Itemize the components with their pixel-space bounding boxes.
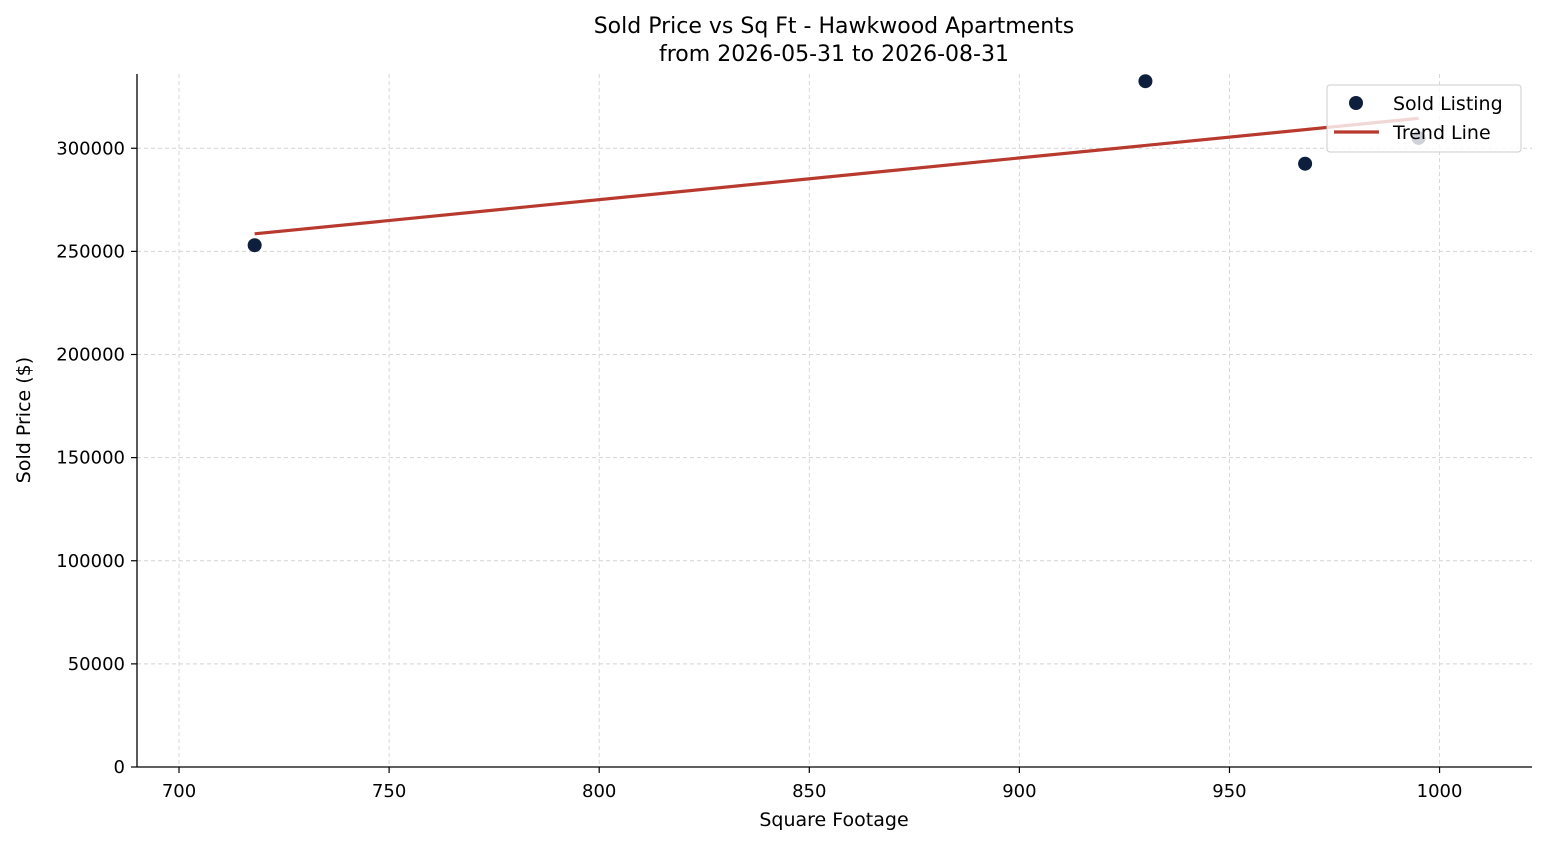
y-tick-label: 150000 (56, 448, 125, 469)
y-tick-label: 300000 (56, 138, 125, 159)
x-tick-label: 850 (792, 781, 826, 802)
grid-layer (137, 74, 1532, 767)
y-tick-label: 0 (114, 757, 125, 778)
legend: Sold Listing Trend Line (1326, 84, 1522, 153)
y-tick-label: 200000 (56, 345, 125, 366)
legend-marker-scatter (1349, 96, 1363, 110)
x-tick-label: 950 (1212, 781, 1246, 802)
trend-line (254, 116, 1419, 236)
scatter-point (1298, 156, 1313, 171)
chart-subtitle: from 2026-05-31 to 2026-08-31 (659, 42, 1009, 67)
scatter-point (247, 238, 262, 253)
legend-label: Sold Listing (1393, 93, 1503, 115)
y-axis-label: Sold Price ($) (13, 357, 35, 483)
legend-box (1326, 84, 1522, 153)
y-tick-label: 50000 (68, 654, 125, 675)
x-tick-label: 750 (372, 781, 406, 802)
legend-label: Trend Line (1392, 122, 1491, 144)
y-tick-label: 100000 (56, 551, 125, 572)
x-tick-label: 700 (162, 781, 196, 802)
x-tick-label: 900 (1002, 781, 1036, 802)
scatter-point (1138, 74, 1153, 89)
x-axis-label: Square Footage (759, 809, 908, 831)
x-tick-label: 800 (582, 781, 616, 802)
ticks-layer: 700 750 800 850 900 950 1000 0 50000 100000 150000… (56, 138, 1462, 802)
y-tick-label: 250000 (56, 241, 125, 262)
chart-title: Sold Price vs Sq Ft - Hawkwood Apartment… (594, 14, 1075, 39)
x-tick-label: 1000 (1417, 781, 1463, 802)
axes-layer (136, 74, 1532, 768)
series-layer (247, 74, 1426, 253)
